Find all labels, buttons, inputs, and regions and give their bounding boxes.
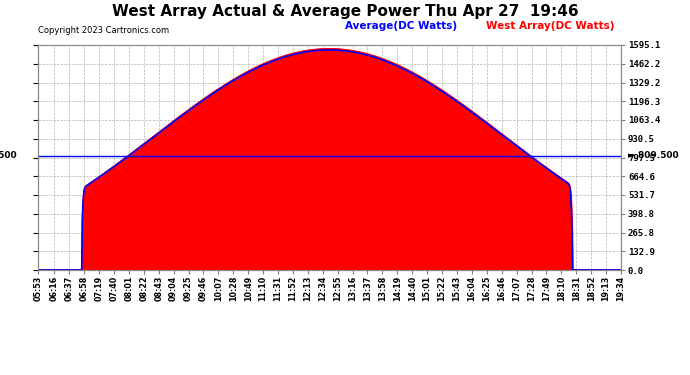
Text: West Array(DC Watts): West Array(DC Watts): [486, 21, 615, 31]
Text: ► 809.500: ► 809.500: [628, 152, 678, 160]
Text: Copyright 2023 Cartronics.com: Copyright 2023 Cartronics.com: [38, 26, 169, 35]
Text: ► 809.500: ► 809.500: [0, 152, 17, 160]
Text: Average(DC Watts): Average(DC Watts): [345, 21, 457, 31]
Text: West Array Actual & Average Power Thu Apr 27  19:46: West Array Actual & Average Power Thu Ap…: [112, 4, 578, 19]
